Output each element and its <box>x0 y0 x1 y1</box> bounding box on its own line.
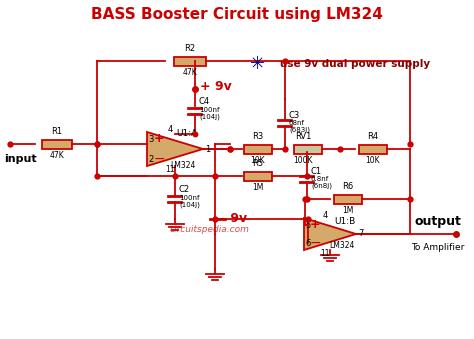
Text: BASS Booster Circuit using LM324: BASS Booster Circuit using LM324 <box>91 6 383 21</box>
Text: To Amplifier: To Amplifier <box>411 242 465 252</box>
Text: 11: 11 <box>320 248 330 258</box>
Bar <box>294 144 322 154</box>
Text: +: + <box>310 219 320 232</box>
Text: 6: 6 <box>305 239 310 247</box>
Text: 3: 3 <box>148 135 154 143</box>
Text: C2: C2 <box>179 185 190 195</box>
Text: −: − <box>309 236 321 250</box>
Text: 100nf: 100nf <box>199 107 219 113</box>
Text: (104j): (104j) <box>199 114 220 120</box>
Text: + 9v: + 9v <box>200 80 232 94</box>
Text: +: + <box>154 133 164 145</box>
Bar <box>42 140 72 148</box>
Text: 1M: 1M <box>252 183 264 192</box>
Text: circuitspedia.com: circuitspedia.com <box>170 224 250 234</box>
Text: 47K: 47K <box>182 68 197 77</box>
Text: R2: R2 <box>184 44 196 53</box>
Text: ✳: ✳ <box>250 55 265 73</box>
Text: R1: R1 <box>52 127 63 136</box>
Text: 1M: 1M <box>342 206 354 215</box>
Text: 10K: 10K <box>251 156 265 165</box>
Text: input: input <box>4 154 36 164</box>
Text: 11: 11 <box>165 165 175 175</box>
Text: C4: C4 <box>199 98 210 106</box>
Text: RV1: RV1 <box>295 132 311 141</box>
Text: 5: 5 <box>305 220 310 230</box>
Text: R5: R5 <box>253 159 264 168</box>
Text: −: − <box>153 152 165 166</box>
Polygon shape <box>304 218 356 250</box>
Text: U1:B: U1:B <box>334 218 356 226</box>
Text: 6.8nf: 6.8nf <box>311 176 329 182</box>
Bar <box>244 144 272 154</box>
Bar <box>334 195 362 203</box>
Text: 100nf: 100nf <box>179 195 200 201</box>
Text: 4: 4 <box>167 125 173 135</box>
Text: LM324: LM324 <box>170 160 196 170</box>
Text: 10K: 10K <box>365 156 380 165</box>
Text: 2: 2 <box>148 155 154 163</box>
Text: LM324: LM324 <box>329 241 355 251</box>
Text: 7: 7 <box>358 230 364 239</box>
Text: 1: 1 <box>205 144 210 154</box>
Text: 47K: 47K <box>50 151 64 160</box>
Text: (104j): (104j) <box>179 202 200 208</box>
Bar <box>244 172 272 180</box>
Polygon shape <box>147 132 203 166</box>
Text: use 9v dual power supply: use 9v dual power supply <box>280 59 430 69</box>
Bar <box>359 144 387 154</box>
Text: output: output <box>415 215 461 227</box>
Text: 100K: 100K <box>293 156 313 165</box>
Text: R3: R3 <box>252 132 264 141</box>
Text: C1: C1 <box>311 166 322 176</box>
Text: R4: R4 <box>367 132 379 141</box>
Text: 9v: 9v <box>226 213 247 225</box>
Text: R6: R6 <box>342 182 354 191</box>
Text: U1:A: U1:A <box>176 128 198 138</box>
Text: 68nf: 68nf <box>289 120 305 126</box>
Bar <box>174 57 206 65</box>
Text: (6n8j): (6n8j) <box>311 183 332 189</box>
Text: C3: C3 <box>289 111 300 120</box>
Text: 4: 4 <box>322 212 328 220</box>
Text: (683j): (683j) <box>289 127 310 133</box>
